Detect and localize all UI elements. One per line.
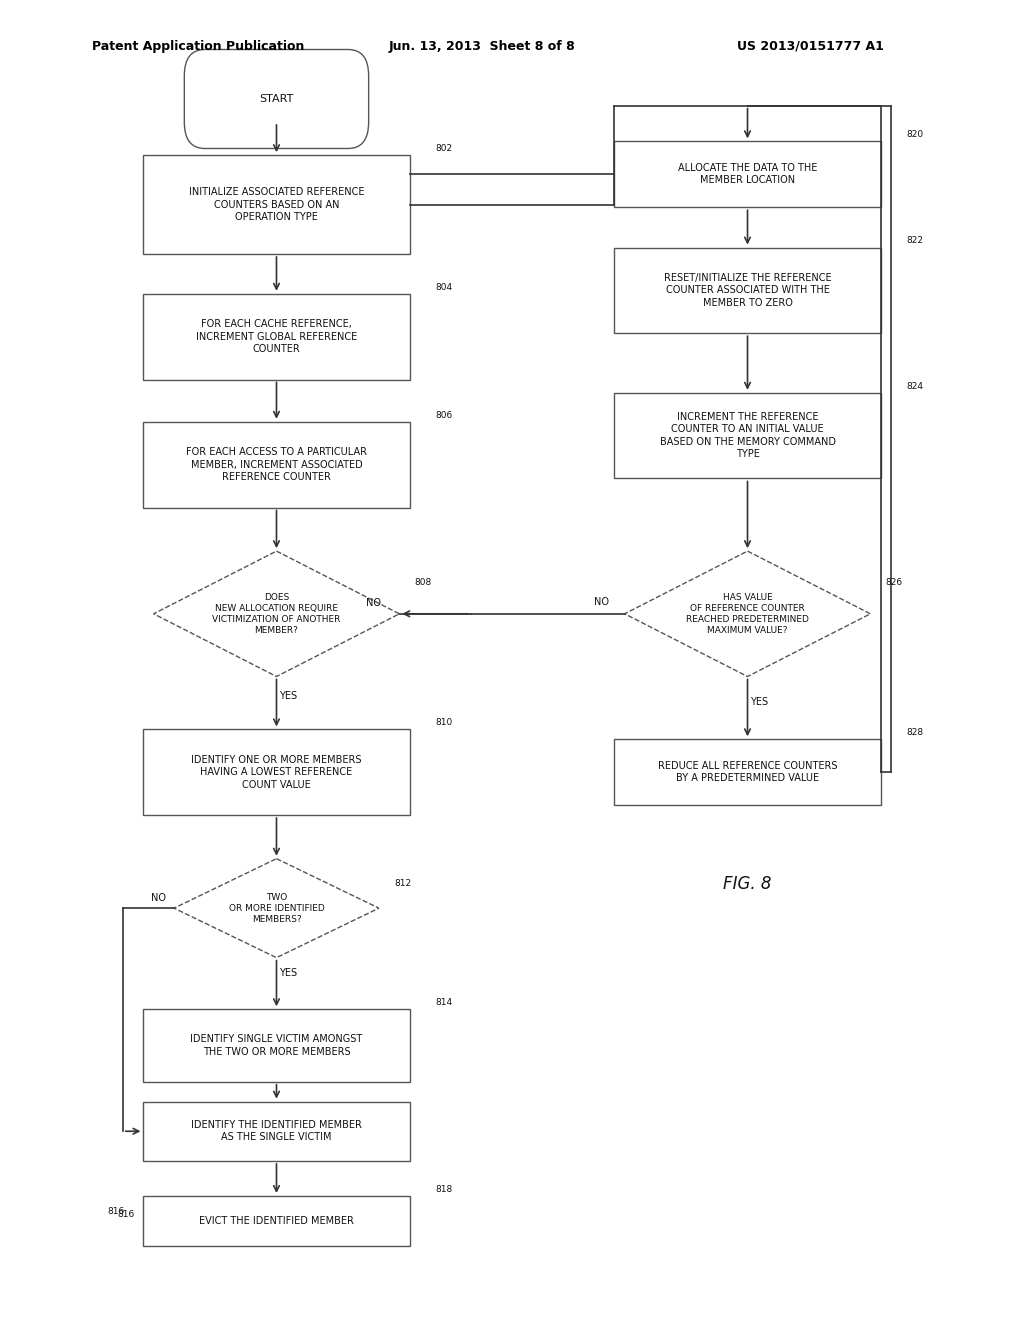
Text: 810: 810 — [435, 718, 453, 727]
Text: EVICT THE IDENTIFIED MEMBER: EVICT THE IDENTIFIED MEMBER — [199, 1216, 354, 1226]
FancyBboxPatch shape — [614, 739, 881, 805]
Text: TWO
OR MORE IDENTIFIED
MEMBERS?: TWO OR MORE IDENTIFIED MEMBERS? — [228, 892, 325, 924]
Text: ALLOCATE THE DATA TO THE
MEMBER LOCATION: ALLOCATE THE DATA TO THE MEMBER LOCATION — [678, 164, 817, 185]
FancyBboxPatch shape — [614, 141, 881, 207]
FancyBboxPatch shape — [143, 293, 410, 380]
Text: 804: 804 — [435, 282, 453, 292]
Text: IDENTIFY ONE OR MORE MEMBERS
HAVING A LOWEST REFERENCE
COUNT VALUE: IDENTIFY ONE OR MORE MEMBERS HAVING A LO… — [191, 755, 361, 789]
Text: NO: NO — [367, 598, 381, 609]
Text: 802: 802 — [435, 144, 453, 153]
FancyBboxPatch shape — [184, 49, 369, 149]
Text: 826: 826 — [886, 578, 903, 587]
Text: US 2013/0151777 A1: US 2013/0151777 A1 — [737, 40, 884, 53]
Text: REDUCE ALL REFERENCE COUNTERS
BY A PREDETERMINED VALUE: REDUCE ALL REFERENCE COUNTERS BY A PREDE… — [657, 762, 838, 783]
FancyBboxPatch shape — [143, 1101, 410, 1162]
Text: Jun. 13, 2013  Sheet 8 of 8: Jun. 13, 2013 Sheet 8 of 8 — [389, 40, 575, 53]
Text: 828: 828 — [906, 729, 924, 737]
FancyBboxPatch shape — [143, 1010, 410, 1082]
Text: 812: 812 — [394, 879, 412, 888]
FancyBboxPatch shape — [143, 421, 410, 507]
FancyBboxPatch shape — [614, 248, 881, 333]
Text: 824: 824 — [906, 381, 924, 391]
Text: 818: 818 — [435, 1185, 453, 1193]
Text: INCREMENT THE REFERENCE
COUNTER TO AN INITIAL VALUE
BASED ON THE MEMORY COMMAND
: INCREMENT THE REFERENCE COUNTER TO AN IN… — [659, 412, 836, 459]
FancyBboxPatch shape — [614, 392, 881, 478]
FancyBboxPatch shape — [143, 1196, 410, 1246]
Text: FOR EACH ACCESS TO A PARTICULAR
MEMBER, INCREMENT ASSOCIATED
REFERENCE COUNTER: FOR EACH ACCESS TO A PARTICULAR MEMBER, … — [186, 447, 367, 482]
Text: 822: 822 — [906, 236, 924, 246]
Text: 814: 814 — [435, 998, 453, 1007]
Text: 816: 816 — [118, 1210, 135, 1218]
Text: START: START — [259, 94, 294, 104]
Text: YES: YES — [279, 968, 297, 978]
Polygon shape — [174, 859, 379, 958]
Text: DOES
NEW ALLOCATION REQUIRE
VICTIMIZATION OF ANOTHER
MEMBER?: DOES NEW ALLOCATION REQUIRE VICTIMIZATIO… — [212, 593, 341, 635]
Text: FOR EACH CACHE REFERENCE,
INCREMENT GLOBAL REFERENCE
COUNTER: FOR EACH CACHE REFERENCE, INCREMENT GLOB… — [196, 319, 357, 354]
Text: Patent Application Publication: Patent Application Publication — [92, 40, 304, 53]
Text: IDENTIFY THE IDENTIFIED MEMBER
AS THE SINGLE VICTIM: IDENTIFY THE IDENTIFIED MEMBER AS THE SI… — [191, 1121, 361, 1142]
Text: 806: 806 — [435, 411, 453, 420]
Text: YES: YES — [750, 697, 768, 708]
Polygon shape — [625, 552, 870, 676]
FancyBboxPatch shape — [143, 156, 410, 253]
Text: 816: 816 — [108, 1208, 125, 1216]
Text: FIG. 8: FIG. 8 — [723, 875, 772, 894]
Text: HAS VALUE
OF REFERENCE COUNTER
REACHED PREDETERMINED
MAXIMUM VALUE?: HAS VALUE OF REFERENCE COUNTER REACHED P… — [686, 593, 809, 635]
FancyBboxPatch shape — [143, 729, 410, 816]
Text: INITIALIZE ASSOCIATED REFERENCE
COUNTERS BASED ON AN
OPERATION TYPE: INITIALIZE ASSOCIATED REFERENCE COUNTERS… — [188, 187, 365, 222]
Text: IDENTIFY SINGLE VICTIM AMONGST
THE TWO OR MORE MEMBERS: IDENTIFY SINGLE VICTIM AMONGST THE TWO O… — [190, 1035, 362, 1056]
Text: 820: 820 — [906, 131, 924, 139]
Text: NO: NO — [594, 597, 609, 607]
Text: NO: NO — [152, 892, 166, 903]
Text: 808: 808 — [415, 578, 432, 587]
Polygon shape — [154, 552, 399, 676]
Text: RESET/INITIALIZE THE REFERENCE
COUNTER ASSOCIATED WITH THE
MEMBER TO ZERO: RESET/INITIALIZE THE REFERENCE COUNTER A… — [664, 273, 831, 308]
Text: YES: YES — [279, 690, 297, 701]
